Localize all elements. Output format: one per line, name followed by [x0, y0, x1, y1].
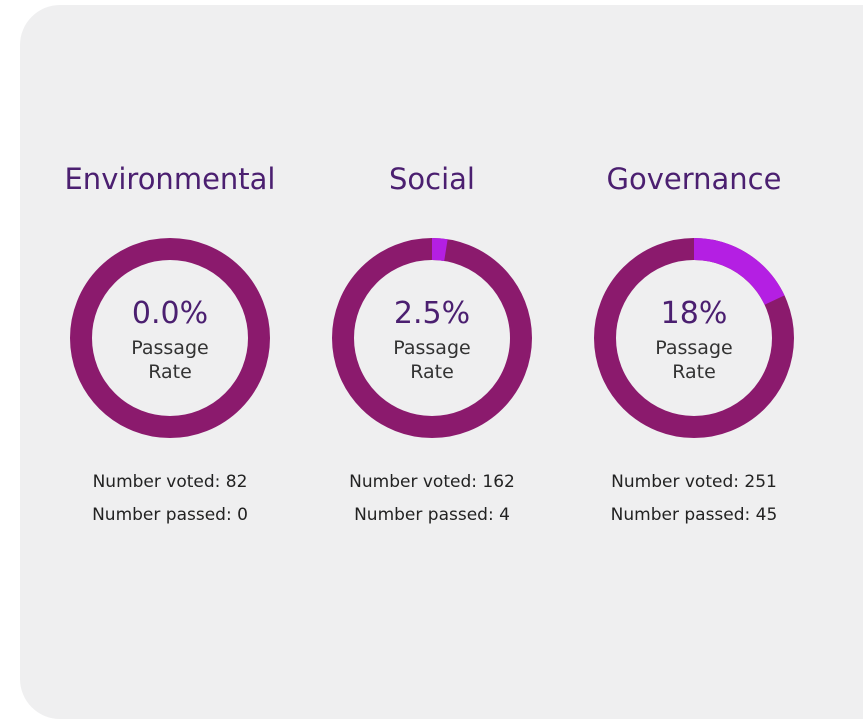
note: Number passed: 45 [610, 505, 778, 525]
note: Number voted: 162 [349, 472, 515, 492]
center-label: Passage Rate [655, 337, 733, 383]
ring-arc [693, 238, 785, 306]
note: Number voted: 82 [92, 472, 248, 492]
chart-title: Governance [606, 162, 782, 196]
note: Number voted: 251 [611, 472, 777, 492]
note: Number passed: 4 [354, 505, 510, 525]
note: Number passed: 0 [92, 505, 248, 525]
value-label: 0.0% [131, 296, 209, 331]
center-label: Passage Rate [393, 337, 471, 383]
center-label: Passage Rate [131, 337, 209, 383]
value-label: 18% [660, 296, 728, 331]
ring-track [70, 238, 270, 438]
chart-title: Environmental [64, 162, 276, 196]
chart-title: Social [389, 162, 475, 196]
ring-arc [431, 238, 448, 261]
value-label: 2.5% [393, 296, 471, 331]
card [20, 5, 863, 719]
